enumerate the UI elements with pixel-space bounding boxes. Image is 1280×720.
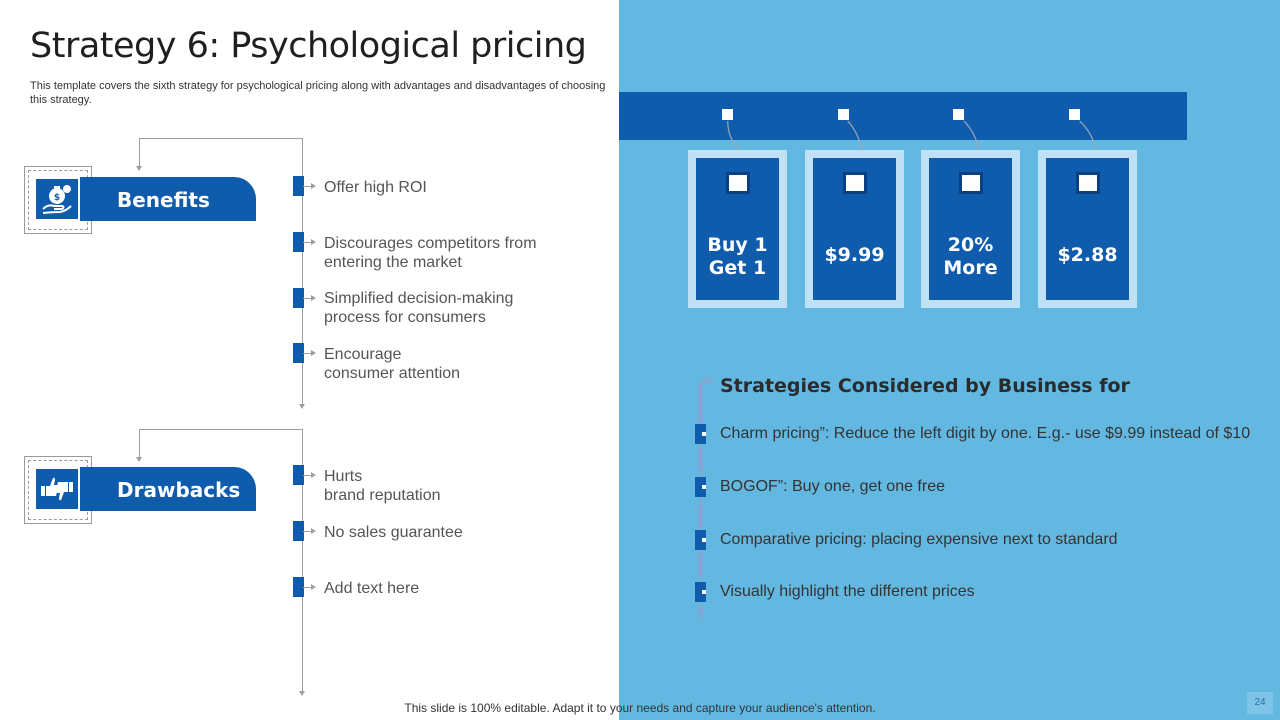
tag-hook: [837, 108, 850, 121]
strategy-item-text: BOGOF”: Buy one, get one free: [720, 478, 945, 495]
bullet-marker: [293, 176, 304, 196]
price-tag-text: $9.99: [824, 244, 885, 266]
benefit-item-text: Offer high ROI: [324, 179, 427, 196]
benefit-item-text: Discourages competitors from entering th…: [324, 235, 537, 271]
tag-hook: [952, 108, 965, 121]
page-number: 24: [1247, 692, 1273, 714]
drawback-item-text: No sales guarantee: [324, 524, 463, 541]
price-tag-text: $2.88: [1057, 244, 1118, 266]
tag-hanger-bar: [619, 92, 1187, 140]
drawbacks-connector-arrow: [136, 457, 142, 462]
drawbacks-vertical-line: [302, 429, 303, 693]
strategy-item-text: Charm pricing”: Reduce the left digit by…: [720, 425, 1251, 442]
benefits-connector-arrow: [136, 166, 142, 171]
drawback-item-text: Add text here: [324, 580, 420, 597]
drawbacks-connector-top: [139, 429, 303, 430]
footer-note: This slide is 100% editable. Adapt it to…: [404, 701, 876, 715]
strategy-item-text: Comparative pricing: placing expensive n…: [720, 531, 1118, 548]
bullet-marker: [293, 232, 304, 252]
drawbacks-connector-drop: [139, 429, 140, 459]
drawbacks-vertical-arrow: [299, 691, 305, 696]
benefit-item-text: Encourage consumer attention: [324, 346, 461, 382]
strategies-connector-top: [700, 380, 714, 381]
bullet-marker: [293, 521, 304, 541]
benefits-vertical-line: [302, 138, 303, 406]
benefits-vertical-arrow: [299, 404, 305, 409]
drawbacks-label: Drawbacks: [117, 478, 241, 502]
page-subtitle: This template covers the sixth strategy …: [30, 80, 606, 106]
bullet-marker: [293, 343, 304, 363]
benefits-icon-square: $: [34, 177, 80, 221]
tag-hook: [1068, 108, 1081, 121]
benefits-label: Benefits: [117, 188, 210, 212]
price-tag: $2.88: [1038, 150, 1137, 308]
bullet-marker: [695, 477, 706, 497]
svg-text:$: $: [54, 193, 60, 203]
tag-hole: [959, 172, 983, 194]
benefit-item-text: Simplified decision-making process for c…: [324, 290, 514, 326]
price-tag-text: Buy 1 Get 1: [707, 234, 768, 279]
price-tag-text: 20% More: [943, 234, 998, 279]
bullet-marker: [293, 577, 304, 597]
thumbs-up-down-icon: [41, 477, 73, 501]
bullet-marker: [293, 465, 304, 485]
bullet-marker: [695, 424, 706, 444]
tag-hole: [726, 172, 750, 194]
tag-hole: [843, 172, 867, 194]
price-tag: Buy 1 Get 1: [688, 150, 787, 308]
strategies-title: Strategies Considered by Business for: [720, 375, 1130, 397]
benefits-connector-drop: [139, 138, 140, 168]
tag-hole: [1076, 172, 1100, 194]
benefits-connector-top: [139, 138, 303, 139]
price-tag: $9.99: [805, 150, 904, 308]
bullet-marker: [293, 288, 304, 308]
bullet-marker: [695, 530, 706, 550]
strategy-item-text: Visually highlight the different prices: [720, 583, 975, 600]
price-tag: 20% More: [921, 150, 1020, 308]
drawbacks-icon-square: [34, 467, 80, 511]
strategies-vertical-line: [700, 380, 701, 622]
money-bag-hand-icon: $: [42, 185, 72, 214]
bullet-marker: [695, 582, 706, 602]
drawback-item-text: Hurts brand reputation: [324, 468, 441, 504]
page-title: Strategy 6: Psychological pricing: [30, 26, 587, 66]
tag-hook: [721, 108, 734, 121]
